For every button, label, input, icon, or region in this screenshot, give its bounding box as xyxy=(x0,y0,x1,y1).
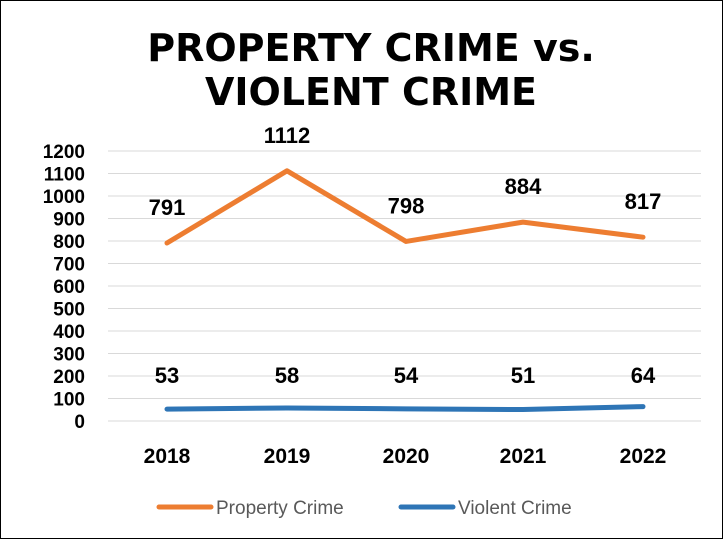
chart-title-line-2: VIOLENT CRIME xyxy=(205,70,537,114)
series-lines xyxy=(164,168,646,413)
y-tick-label: 1100 xyxy=(44,165,85,186)
legend-label: Violent Crime xyxy=(458,498,572,519)
y-tick-label: 0 xyxy=(74,412,85,433)
y-tick-label: 400 xyxy=(53,322,85,343)
x-tick-label: 2022 xyxy=(620,445,667,468)
gridlines xyxy=(108,150,701,422)
legend-label: Property Crime xyxy=(216,498,344,519)
data-label: 53 xyxy=(155,363,179,388)
x-tick-label: 2018 xyxy=(144,445,191,468)
data-label: 817 xyxy=(625,189,662,214)
data-label: 884 xyxy=(505,174,542,199)
data-labels: 791 1112 798 884 817 53 58 54 51 64 xyxy=(149,123,662,388)
x-tick-label: 2019 xyxy=(264,445,311,468)
data-label: 58 xyxy=(275,363,299,388)
y-tick-label: 300 xyxy=(53,345,85,366)
series-line-property-crime xyxy=(164,168,646,246)
data-label: 51 xyxy=(511,363,535,388)
y-tick-label: 900 xyxy=(53,210,85,231)
y-tick-label: 700 xyxy=(53,255,85,276)
x-tick-label: 2020 xyxy=(383,445,430,468)
x-axis: 2018 2019 2020 2021 2022 xyxy=(144,445,667,468)
data-label: 1112 xyxy=(264,123,311,148)
data-label: 64 xyxy=(631,363,656,388)
x-tick-label: 2021 xyxy=(500,445,547,468)
y-tick-label: 1200 xyxy=(43,142,85,163)
y-tick-label: 100 xyxy=(53,390,85,411)
y-tick-label: 200 xyxy=(53,367,85,388)
chart-title-line-1: PROPERTY CRIME vs. xyxy=(147,26,595,70)
data-label: 791 xyxy=(149,195,186,220)
y-tick-label: 1000 xyxy=(43,187,85,208)
y-tick-label: 600 xyxy=(53,277,85,298)
y-tick-label: 800 xyxy=(53,232,85,253)
data-label: 54 xyxy=(394,363,419,388)
series-line-violent-crime xyxy=(164,404,646,413)
data-label: 798 xyxy=(388,193,425,218)
y-tick-label: 500 xyxy=(53,300,85,321)
legend: Property Crime Violent Crime xyxy=(156,498,572,519)
